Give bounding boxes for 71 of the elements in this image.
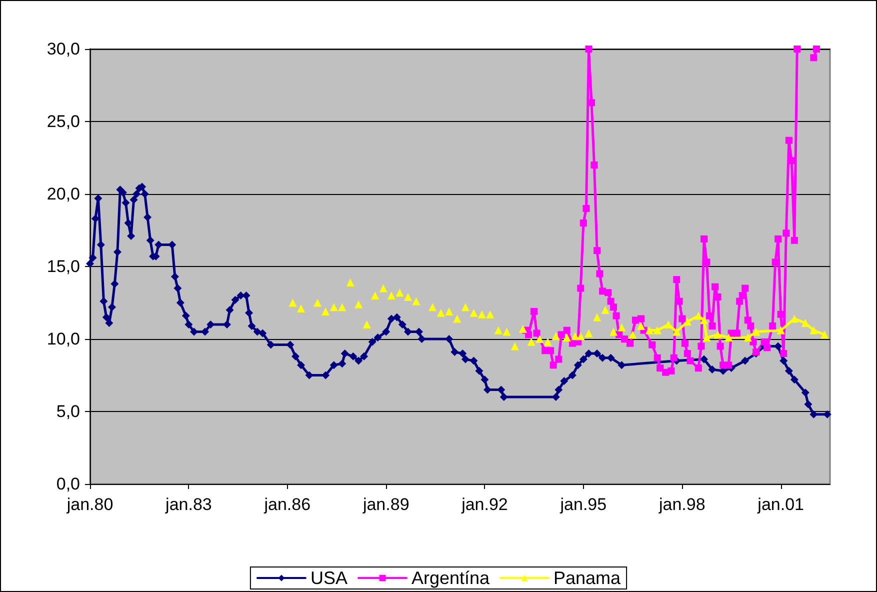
point (593, 313, 602, 322)
point (544, 338, 552, 346)
legend-label: USA (310, 568, 348, 588)
point (330, 303, 338, 312)
point (379, 284, 388, 292)
point (776, 326, 785, 334)
point (502, 328, 511, 336)
point (338, 303, 346, 312)
point (470, 308, 478, 317)
point (610, 328, 618, 336)
x-tick-label: jan.89 (362, 495, 410, 514)
point (428, 303, 437, 312)
point (346, 278, 354, 286)
point (322, 307, 330, 316)
point (527, 338, 536, 346)
x-tick-label: jan.95 (559, 495, 607, 514)
point (700, 316, 708, 324)
point (453, 314, 462, 323)
y-tick-label: 25,0 (46, 112, 80, 131)
point (478, 310, 486, 318)
point (584, 329, 593, 338)
point (562, 334, 571, 342)
point (396, 288, 404, 297)
point (354, 300, 363, 308)
legend-label: Argentína (411, 568, 490, 588)
point (724, 334, 733, 342)
point (510, 342, 519, 350)
y-tick-label: 5,0 (56, 402, 80, 421)
x-tick-label: jan.83 (164, 495, 212, 514)
point (576, 332, 585, 340)
point (790, 314, 798, 323)
point (636, 322, 645, 330)
point (494, 326, 502, 334)
point (297, 304, 306, 313)
point (412, 297, 420, 306)
x-tick-label: jan.01 (756, 495, 804, 514)
point (288, 298, 297, 307)
x-tick-label: jan.86 (263, 495, 311, 514)
y-tick-label: 10,0 (46, 330, 80, 348)
y-tick-label: 30,0 (46, 40, 80, 58)
point (618, 323, 626, 332)
x-tick-label: jan.98 (658, 495, 706, 514)
legend-label: Panama (554, 568, 622, 588)
point (536, 335, 544, 343)
point (672, 328, 681, 336)
point (552, 332, 560, 340)
point (694, 312, 702, 320)
point (752, 328, 760, 336)
point (518, 324, 527, 333)
point (436, 308, 445, 317)
point (645, 326, 654, 334)
point (601, 306, 610, 314)
point (371, 292, 380, 300)
point (486, 310, 494, 318)
point (461, 303, 470, 312)
y-tick-label: 15,0 (46, 257, 80, 276)
point (313, 298, 322, 307)
point (404, 292, 412, 301)
x-tick-label: jan.92 (460, 495, 508, 514)
point (744, 334, 752, 342)
point (387, 292, 396, 300)
point (445, 307, 454, 316)
y-tick-label: 0,0 (56, 474, 80, 494)
point (628, 330, 637, 339)
y-tick-label: 20,0 (46, 184, 80, 204)
x-tick-label: jan.80 (66, 495, 114, 514)
point (810, 326, 818, 334)
point (653, 326, 662, 334)
point (362, 320, 371, 328)
point (820, 330, 829, 339)
point (714, 330, 722, 339)
